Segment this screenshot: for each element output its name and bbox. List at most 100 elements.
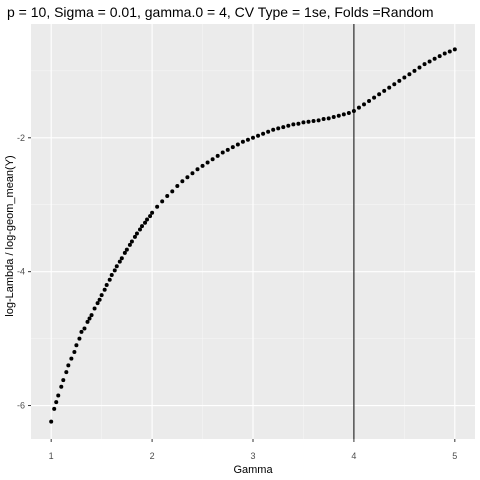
data-point (114, 264, 119, 269)
data-point (311, 119, 316, 124)
data-point (64, 370, 69, 375)
data-point (185, 175, 190, 180)
data-point (145, 217, 150, 222)
data-point (180, 179, 185, 184)
data-point (134, 231, 139, 236)
data-point (150, 210, 155, 215)
data-point (442, 51, 447, 56)
x-tick-label: 4 (351, 451, 356, 461)
data-point (195, 167, 200, 172)
y-tick-label: -4 (17, 267, 25, 277)
data-point (129, 239, 134, 244)
data-point (276, 126, 281, 131)
data-point (137, 227, 142, 232)
data-point (437, 54, 442, 59)
data-point (356, 105, 361, 110)
data-point (251, 135, 255, 140)
data-point (271, 127, 276, 132)
data-point (92, 306, 97, 311)
data-point (296, 121, 301, 126)
data-point (392, 82, 397, 87)
data-point (316, 118, 321, 123)
x-tick-label: 3 (250, 451, 255, 461)
data-point (148, 214, 153, 219)
data-point (407, 72, 412, 77)
data-point (397, 78, 402, 83)
data-point (170, 189, 175, 194)
data-point (160, 199, 165, 204)
x-tick-label: 5 (452, 451, 457, 461)
data-point (87, 316, 92, 321)
data-point (452, 47, 457, 52)
data-point (59, 384, 64, 389)
data-point (61, 378, 66, 383)
y-axis-label: log-Lambda / log-geom_mean(Y) (4, 155, 16, 316)
x-tick-label: 1 (49, 451, 54, 461)
data-point (165, 194, 170, 199)
data-point (382, 88, 387, 93)
y-axis-ticks: -6 -4 -2 (17, 133, 31, 411)
data-point (140, 224, 144, 229)
data-point (74, 343, 79, 348)
data-point (210, 157, 215, 162)
data-point (52, 406, 57, 411)
data-point (341, 112, 346, 117)
data-point (205, 160, 210, 165)
data-point (124, 247, 129, 252)
data-point (220, 150, 225, 155)
data-point (97, 297, 102, 302)
data-point (112, 268, 117, 273)
data-point (412, 68, 417, 73)
data-point (326, 116, 331, 121)
data-point (306, 119, 311, 124)
data-point (122, 250, 127, 255)
data-point (66, 363, 71, 368)
data-point (336, 113, 341, 118)
data-point (104, 283, 109, 288)
y-tick-label: -2 (17, 133, 25, 143)
data-point (240, 139, 245, 144)
data-point (235, 142, 240, 147)
x-axis-label: Gamma (233, 464, 273, 476)
data-point (331, 115, 336, 120)
data-point (286, 123, 291, 128)
chart-title: p = 10, Sigma = 0.01, gamma.0 = 4, CV Ty… (7, 4, 434, 20)
data-point (95, 301, 100, 306)
data-point (82, 326, 87, 331)
data-point (89, 313, 94, 318)
data-point (155, 204, 160, 209)
data-point (143, 220, 148, 225)
data-point (127, 242, 132, 247)
data-point (49, 419, 54, 424)
data-point (79, 329, 84, 334)
data-point (291, 122, 296, 127)
data-point (346, 111, 351, 116)
data-point (321, 117, 326, 122)
data-point (102, 287, 107, 292)
data-point (132, 234, 137, 239)
data-point (387, 85, 392, 90)
data-point (281, 125, 286, 130)
data-point (69, 356, 74, 361)
data-point (266, 129, 271, 134)
data-point (377, 92, 382, 97)
data-point (117, 259, 122, 264)
data-point (119, 256, 124, 261)
data-point (200, 163, 205, 168)
data-point (427, 59, 432, 64)
y-tick-label: -6 (17, 401, 25, 411)
data-point (215, 153, 220, 158)
data-point (107, 277, 112, 282)
data-point (225, 147, 230, 152)
data-point (301, 120, 306, 125)
data-point (230, 145, 235, 150)
data-point (175, 183, 180, 188)
data-point (362, 102, 366, 107)
data-point (190, 171, 195, 176)
data-point (109, 273, 114, 278)
data-point (99, 293, 104, 298)
x-axis-ticks: 1 2 3 4 5 (49, 439, 457, 461)
data-point (432, 56, 437, 61)
data-point (367, 98, 372, 103)
